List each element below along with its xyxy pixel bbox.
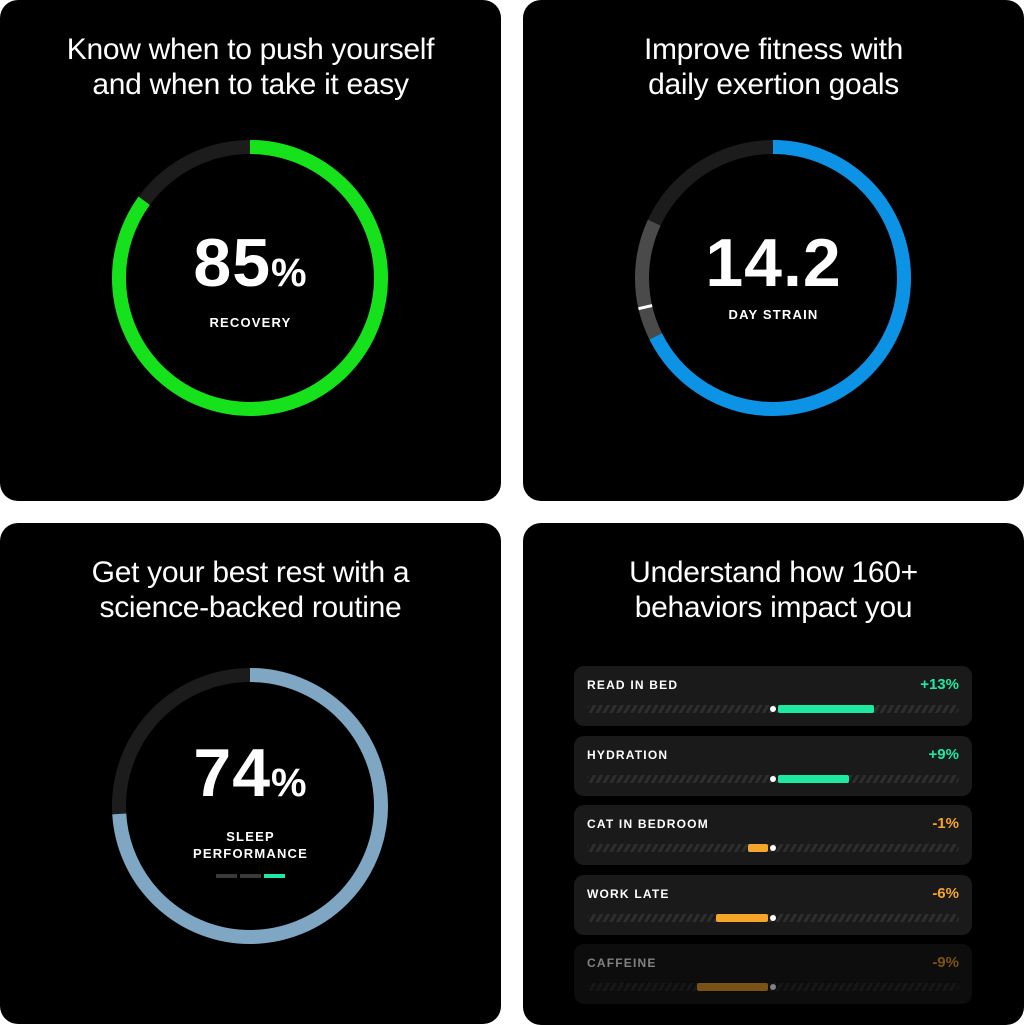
behavior-name: HYDRATION (587, 748, 669, 762)
unit: % (271, 251, 308, 295)
behavior-row[interactable]: CAT IN BEDROOM -1% (574, 805, 972, 865)
title-line: behaviors impact you (634, 591, 913, 624)
behavior-row[interactable]: READ IN BED +13% (574, 666, 972, 726)
behaviors-card: Understand how 160+ behaviors impact you … (523, 523, 1024, 1025)
strain-card: Improve fitness with daily exertion goals… (523, 0, 1024, 501)
recovery-value: 85 (193, 225, 272, 301)
level-dash (216, 874, 237, 878)
sleep-ring (112, 668, 388, 944)
strain-title: Improve fitness with daily exertion goals (523, 32, 1024, 102)
baseline-dot (770, 776, 776, 782)
strain-target-arc (635, 140, 911, 416)
sleep-card: Get your best rest with a science-backed … (0, 523, 501, 1024)
impact-bar (747, 844, 768, 852)
behavior-row[interactable]: CAFFEINE -9% (574, 944, 972, 1004)
impact-bar (697, 983, 768, 991)
recovery-arc (112, 140, 388, 416)
sleep-readout: 74% SLEEP PERFORMANCE (0, 738, 501, 878)
sleep-title: Get your best rest with a science-backed … (0, 555, 501, 625)
strain-arc (635, 140, 911, 416)
baseline-dot (770, 845, 776, 851)
baseline-dot (770, 915, 776, 921)
baseline-dot (770, 984, 776, 990)
impact-track (587, 983, 959, 991)
impact-bar (778, 705, 874, 713)
impact-track (587, 775, 959, 783)
recovery-readout: 85% RECOVERY (0, 228, 501, 331)
title-line: Improve fitness with (643, 33, 904, 66)
behaviors-title: Understand how 160+ behaviors impact you (523, 555, 1024, 625)
strain-ring (635, 140, 911, 416)
behavior-row[interactable]: WORK LATE -6% (574, 875, 972, 935)
sleep-level-indicator (0, 874, 501, 878)
behavior-name: WORK LATE (587, 887, 670, 901)
title-line: Get your best rest with a (91, 556, 410, 589)
title-line: science-backed routine (99, 591, 402, 624)
sleep-label: SLEEP (226, 829, 275, 844)
sleep-label: PERFORMANCE (192, 846, 309, 861)
behavior-impact: -9% (932, 954, 959, 971)
strain-label: DAY STRAIN (728, 307, 819, 322)
impact-bar (778, 775, 849, 783)
behavior-impact: -6% (932, 885, 959, 902)
unit: % (271, 761, 308, 805)
sleep-arc (112, 668, 388, 944)
impact-bar (716, 914, 768, 922)
title-line: daily exertion goals (648, 68, 899, 101)
strain-readout: 14.2 DAY STRAIN (523, 228, 1024, 323)
title-line: Understand how 160+ (629, 556, 918, 589)
recovery-title: Know when to push yourself and when to ta… (0, 32, 501, 102)
behavior-name: READ IN BED (587, 678, 679, 692)
level-dash (264, 874, 285, 878)
baseline-dot (770, 706, 776, 712)
recovery-card: Know when to push yourself and when to ta… (0, 0, 501, 501)
recovery-ring (112, 140, 388, 416)
sleep-value: 74 (193, 735, 272, 811)
title-line: and when to take it easy (92, 68, 409, 101)
recovery-label: RECOVERY (209, 315, 292, 330)
title-line: Know when to push yourself (66, 33, 435, 66)
behavior-name: CAT IN BEDROOM (587, 817, 709, 831)
level-dash (240, 874, 261, 878)
strain-value: 14.2 (705, 225, 842, 301)
behavior-impact: -1% (932, 815, 959, 832)
behavior-name: CAFFEINE (587, 956, 657, 970)
impact-track (587, 705, 959, 713)
impact-track (587, 914, 959, 922)
behavior-row[interactable]: HYDRATION +9% (574, 736, 972, 796)
behavior-impact: +9% (928, 746, 959, 763)
strain-marker (638, 304, 653, 311)
impact-track (587, 844, 959, 852)
behavior-impact: +13% (920, 676, 959, 693)
